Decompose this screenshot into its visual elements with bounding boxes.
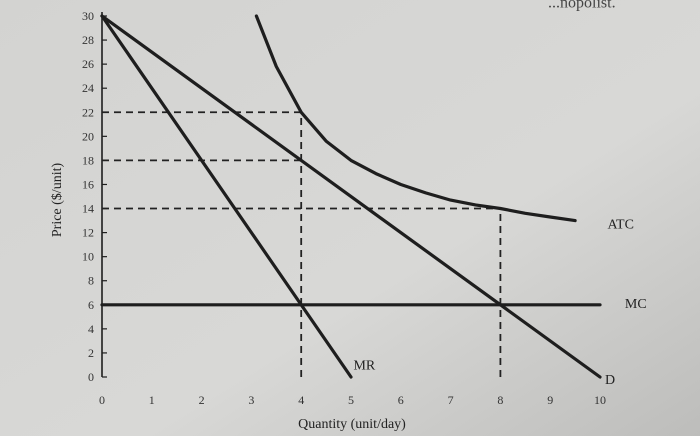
x-tick-label: 6	[398, 393, 404, 407]
x-tick-label: 4	[298, 393, 304, 407]
x-tick-label: 1	[149, 393, 155, 407]
series-line-atc	[254, 14, 577, 223]
x-tick-label: 3	[248, 393, 254, 407]
y-tick-label: 12	[82, 226, 94, 240]
y-tick-label: 24	[82, 81, 94, 95]
y-tick-label: 20	[82, 129, 94, 143]
y-tick-label: 28	[82, 33, 94, 47]
x-tick-label: 9	[547, 393, 553, 407]
curve-label-mr: MR	[353, 358, 375, 373]
curve-label-mc: MC	[625, 297, 647, 312]
x-tick-label: 2	[199, 393, 205, 407]
y-tick-label: 2	[88, 346, 94, 360]
y-tick-label: 26	[82, 57, 94, 71]
series-line-d	[100, 14, 602, 379]
y-tick-label: 8	[88, 274, 94, 288]
curve-label-d: D	[605, 373, 615, 388]
x-tick-label: 7	[448, 393, 454, 407]
y-tick-label: 6	[88, 298, 94, 312]
x-tick-label: 8	[497, 393, 503, 407]
reference-lines	[102, 111, 502, 377]
y-tick-label: 4	[88, 322, 94, 336]
y-tick-label: 30	[82, 9, 94, 23]
y-tick-label: 0	[88, 370, 94, 384]
y-tick-label: 10	[82, 250, 94, 264]
x-tick-label: 0	[99, 393, 105, 407]
series-line-mr	[100, 14, 353, 379]
curve-label-atc: ATC	[607, 218, 633, 233]
x-axis-title: Quantity (unit/day)	[298, 417, 406, 432]
y-axis-title: Price ($/unit)	[50, 163, 65, 238]
y-tick-label: 14	[82, 202, 94, 216]
cropped-caption-text: ...nopolist.	[548, 0, 616, 12]
x-tick-label: 10	[594, 393, 606, 407]
y-tick-label: 16	[82, 177, 94, 191]
y-tick-label: 18	[82, 153, 94, 167]
x-tick-label: 5	[348, 393, 354, 407]
series-lines	[100, 14, 602, 379]
curve-labels: ATC MC MR D	[353, 218, 646, 388]
y-tick-label: 22	[82, 105, 94, 119]
